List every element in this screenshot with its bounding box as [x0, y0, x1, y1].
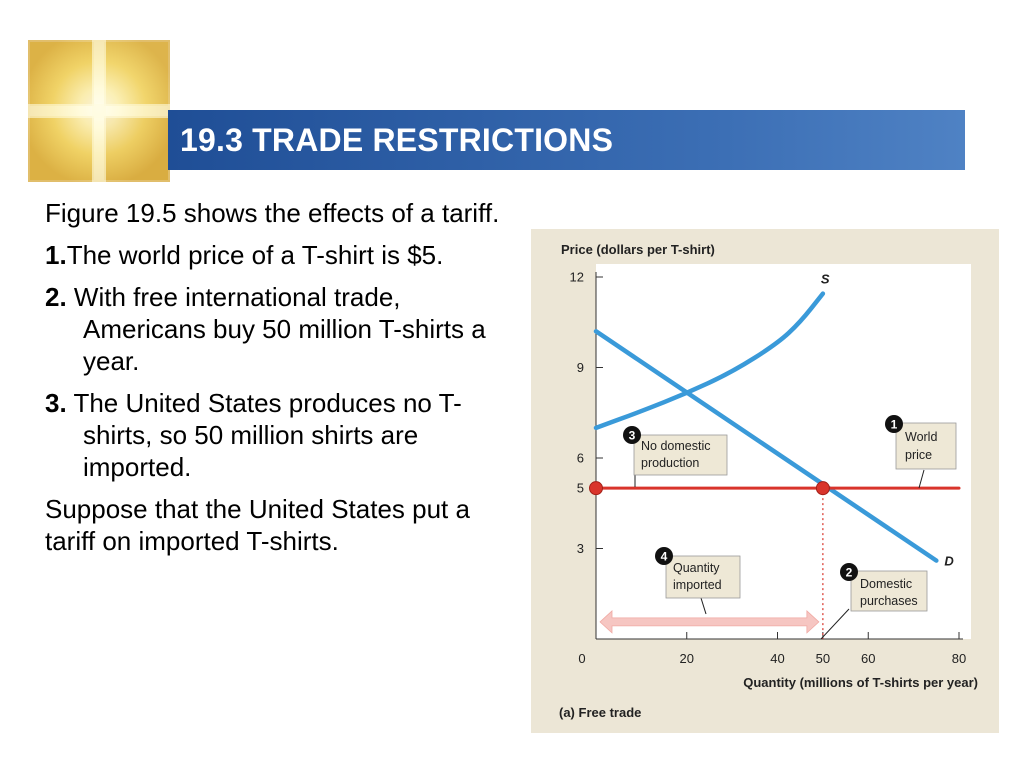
- equilibrium-marker-1: [815, 481, 830, 496]
- series-d-line: [593, 329, 939, 563]
- callout-3-number: 3: [629, 429, 636, 443]
- callout-no-domestic-production: 3 No domestic production: [623, 426, 728, 487]
- point-3-number: 3.: [45, 388, 67, 418]
- tariff-figure: Price (dollars per T-shirt) 3 5 6 9 12 0 20 40…: [531, 229, 999, 733]
- callout-2-pointer: [820, 608, 850, 640]
- slide-title: 19.3 TRADE RESTRICTIONS: [180, 122, 614, 158]
- point-3: 3. The United States produces no T-shirt…: [45, 387, 525, 483]
- callout-1-box: [895, 422, 957, 470]
- y-axis-label: Price (dollars per T-shirt): [561, 242, 715, 257]
- supply-curve-label: S: [821, 272, 830, 287]
- quantity-imported-arrow: [599, 609, 820, 634]
- title-bar: 19.3 TRADE RESTRICTIONS: [168, 110, 965, 170]
- callout-2-number: 2: [846, 566, 853, 580]
- markers-layer: [589, 481, 830, 496]
- point-2: 2. With free international trade, Americ…: [45, 281, 525, 377]
- import-arrow: [599, 609, 820, 634]
- callout-1-number: 1: [891, 418, 898, 432]
- outro-text: Suppose that the United States put a tar…: [45, 494, 470, 556]
- callout-1-badge: [885, 415, 903, 433]
- callout-4-line-2: imported: [673, 578, 722, 592]
- callout-2-line-2: purchases: [860, 594, 918, 608]
- callout-domestic-purchases: 2 Domestic purchases: [820, 563, 928, 640]
- point-1-number: 1.: [45, 240, 67, 270]
- callout-4-box: [665, 555, 741, 599]
- callout-3-line-2: production: [641, 456, 699, 470]
- x-axis: 0 20 40 50 60 80: [578, 632, 966, 666]
- series-s-line: [593, 291, 826, 431]
- x-tick-label-20: 20: [680, 651, 694, 666]
- y-tick-label-3: 3: [577, 541, 584, 556]
- demand-curve-label: D: [944, 554, 954, 569]
- y-tick-label-6: 6: [577, 451, 584, 466]
- point-1: 1.The world price of a T-shirt is $5.: [45, 239, 525, 271]
- x-tick-label-60: 60: [861, 651, 875, 666]
- x-tick-label-40: 40: [770, 651, 784, 666]
- callout-4-line-1: Quantity: [673, 561, 720, 575]
- figure-caption: (a) Free trade: [559, 705, 641, 720]
- callout-2-badge: [840, 563, 858, 581]
- series-layer: [593, 291, 961, 563]
- callout-4-pointer: [700, 597, 707, 615]
- x-tick-label-80: 80: [952, 651, 966, 666]
- x-tick-label-50: 50: [816, 651, 830, 666]
- decorative-logo: [28, 40, 170, 182]
- y-tick-label-12: 12: [570, 270, 584, 285]
- callout-1-line-1: World: [905, 430, 937, 444]
- callout-2-line-1: Domestic: [860, 577, 912, 591]
- intro-text: Figure 19.5 shows the effects of a tarif…: [45, 198, 500, 228]
- callout-world-price: 1 World price: [885, 415, 957, 489]
- y-tick-label-5: 5: [577, 481, 584, 496]
- callout-3-box: [633, 434, 728, 476]
- callout-4-badge: [655, 547, 673, 565]
- point-1-text: The world price of a T-shirt is $5.: [66, 240, 444, 270]
- point-3-text: The United States produces no T-shirts, …: [66, 388, 462, 482]
- callout-2-box: [850, 570, 928, 612]
- y-axis: 3 5 6 9 12: [570, 270, 603, 556]
- y-tick-label-9: 9: [577, 360, 584, 375]
- slide-body: Figure 19.5 shows the effects of a tarif…: [45, 197, 525, 557]
- point-2-text: With free international trade, Americans…: [66, 282, 486, 376]
- callout-quantity-imported: 4 Quantity imported: [655, 547, 741, 615]
- callout-1-pointer: [918, 469, 925, 489]
- point-2-number: 2.: [45, 282, 67, 312]
- x-tick-label-0: 0: [578, 651, 585, 666]
- x-axis-label: Quantity (millions of T-shirts per year): [743, 675, 978, 690]
- callout-3-line-1: No domestic: [641, 439, 710, 453]
- callout-4-number: 4: [661, 550, 668, 564]
- callout-1-line-2: price: [905, 448, 932, 462]
- equilibrium-marker-0: [589, 481, 603, 496]
- callout-3-badge: [623, 426, 641, 444]
